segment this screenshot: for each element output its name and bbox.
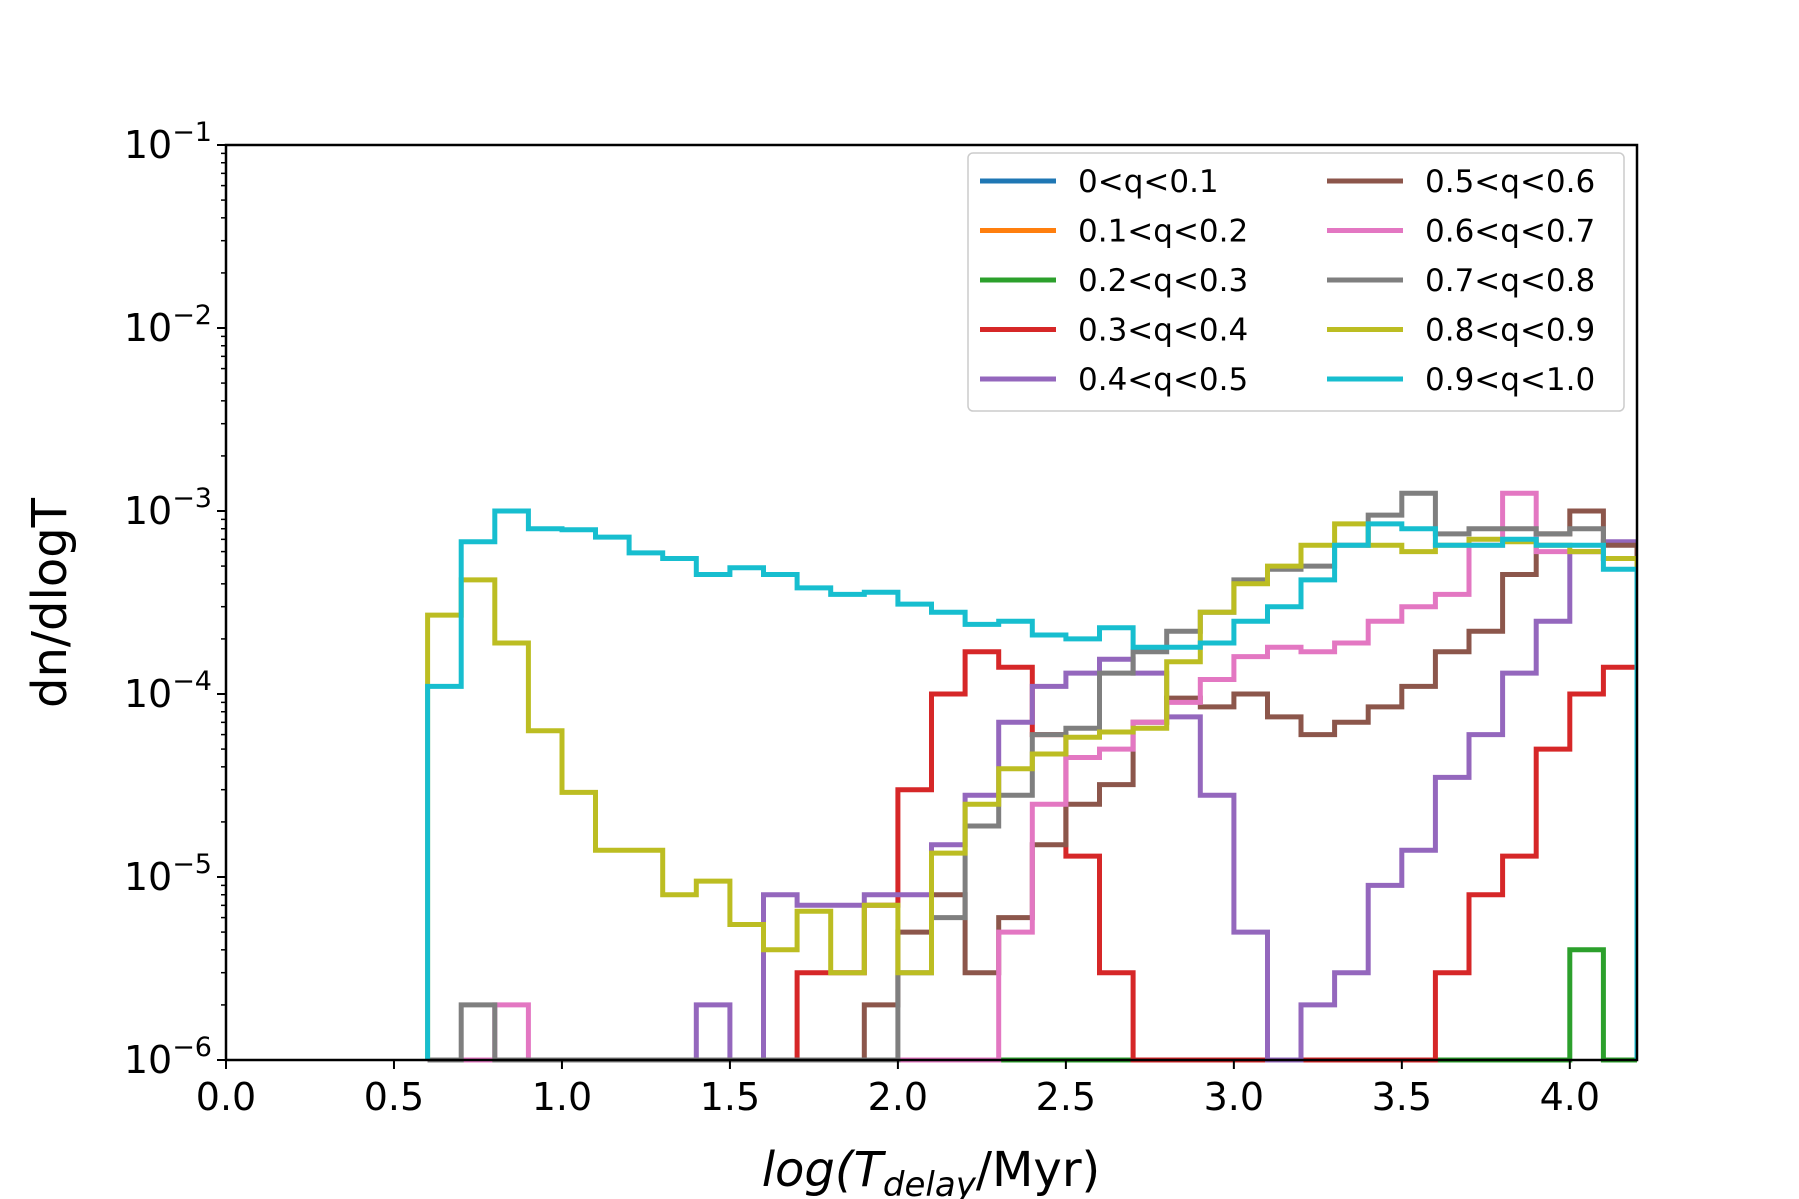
legend: 0<q<0.1 0.1<q<0.2 0.2<q<0.3 0.3<q<0.4 0.4<q<… (967, 152, 1625, 412)
legend-items: 0<q<0.1 0.1<q<0.2 0.2<q<0.3 0.3<q<0.4 0.4<q<… (980, 164, 1595, 398)
legend-label: 0.2<q<0.3 (1078, 263, 1248, 299)
y-tick-label: 10−4 (124, 666, 212, 716)
x-axis-label-sub: delay (883, 1165, 977, 1199)
legend-label: 0.9<q<1.0 (1425, 362, 1595, 398)
y-tick-label: 10−3 (124, 483, 212, 533)
y-tick-label: 10−1 (124, 117, 212, 167)
series-step-09-q-10 (425, 508, 1637, 1060)
x-axis-label-rest: /Myr) (976, 1142, 1100, 1198)
y-tick-label: 10−6 (124, 1032, 212, 1082)
x-axis-label-main: log(T (762, 1142, 887, 1198)
legend-label: 0.5<q<0.6 (1425, 164, 1595, 200)
x-tick-label: 1.5 (700, 1075, 760, 1119)
legend-label: 0.7<q<0.8 (1425, 263, 1595, 299)
y-tick-label: 10−5 (124, 849, 212, 899)
x-tick-label: 0.5 (364, 1075, 424, 1119)
legend-label: 0.4<q<0.5 (1078, 362, 1248, 398)
legend-box (967, 152, 1625, 412)
x-tick-label: 4.0 (1540, 1075, 1600, 1119)
legend-label: 0.8<q<0.9 (1425, 313, 1595, 349)
x-tick-label: 1.0 (532, 1075, 592, 1119)
x-tick-label: 2.5 (1036, 1075, 1096, 1119)
legend-label: 0.3<q<0.4 (1078, 313, 1248, 349)
legend-label: 0<q<0.1 (1078, 164, 1219, 200)
legend-label: 0.1<q<0.2 (1078, 214, 1248, 250)
y-axis: 10−6 10−5 10−4 10−3 10−2 10−1 (124, 117, 226, 1082)
x-tick-label: 3.5 (1372, 1075, 1432, 1119)
y-axis-label: dn/dlogT (22, 497, 78, 708)
legend-label: 0.6<q<0.7 (1425, 214, 1595, 250)
x-axis: 0.0 0.5 1.0 1.5 2.0 2.5 3.0 3.5 4.0 (196, 1060, 1600, 1119)
x-axis-label: log(Tdelay/Myr) (762, 1142, 1101, 1199)
series-step-04-q-05 (427, 539, 1637, 1063)
plot-frame (224, 143, 1639, 1062)
x-tick-label: 3.0 (1204, 1075, 1264, 1119)
x-tick-label: 2.0 (868, 1075, 928, 1119)
y-tick-label: 10−2 (124, 300, 212, 350)
x-tick-label: 0.0 (196, 1075, 256, 1119)
